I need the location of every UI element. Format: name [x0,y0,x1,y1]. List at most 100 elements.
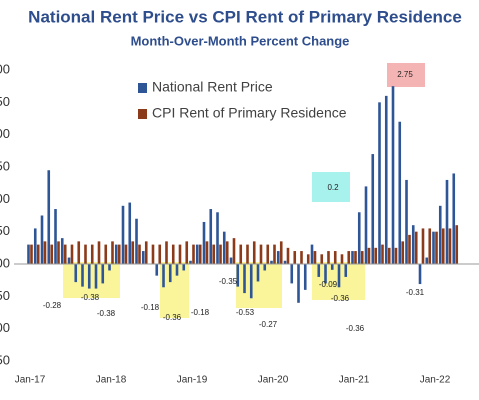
bar [236,264,240,287]
bar [141,251,145,264]
bar [117,244,121,264]
bar [178,244,182,264]
bar [411,225,415,264]
bar [286,247,290,264]
bar [144,241,148,264]
bar [398,121,402,264]
bar [303,264,307,290]
bar [246,244,249,264]
bar [128,202,132,264]
bar [243,264,246,294]
y-tick-label: 1.00 [0,191,10,206]
annotation: 0.2 [327,183,339,192]
bar [162,264,165,288]
bar [306,254,310,264]
bar [219,244,222,264]
bar [283,260,287,264]
bar [394,247,398,264]
bar [232,238,236,264]
bar [387,247,391,264]
bar [168,264,172,283]
bar [357,212,361,264]
annotation: -0.53 [236,308,255,317]
bar [202,221,206,264]
bar [216,212,219,264]
bar [360,251,364,264]
annotation: -0.18 [141,303,160,312]
y-tick-label: 1.50 [0,158,10,173]
bar [189,260,192,264]
y-tick-label: 2.00 [0,126,10,141]
bar [418,264,422,285]
bar [101,264,105,284]
bar [425,257,429,264]
bar [131,241,135,264]
bar [135,218,138,264]
bar [27,244,30,264]
bar [337,264,341,288]
y-tick-label: -1.50 [0,352,10,367]
bar [378,102,381,264]
annotation: -0.38 [81,293,100,302]
bar [428,228,432,264]
bar [175,264,179,276]
bar [441,228,445,264]
legend-swatch [138,83,147,93]
bar [87,264,91,289]
highlight-box [387,63,425,87]
bar [381,244,384,264]
bar [205,241,209,264]
y-tick-label: 0.50 [0,223,10,238]
bar [340,254,344,264]
y-tick-label: 2.50 [0,94,10,109]
bar [452,173,456,264]
x-tick-label: Jan-22 [420,375,451,386]
bar [445,179,449,264]
bar [354,251,357,264]
bar [313,251,317,264]
bar [222,231,226,264]
bar [273,244,276,264]
bar [330,264,334,270]
bar [138,244,141,264]
bar [252,241,256,264]
bar [293,251,297,264]
annotation: -0.09 [319,280,338,289]
bar [30,244,33,264]
bar [327,251,330,264]
annotation: -0.18 [191,308,210,317]
bar [185,241,189,264]
bar [421,228,425,264]
y-tick-label: -0.50 [0,288,10,303]
bar [171,244,175,264]
bar [70,244,74,264]
bar [111,241,114,264]
bar [47,170,51,264]
bar [239,244,243,264]
bar [279,241,283,264]
bar [90,244,94,264]
x-tick-label: Jan-18 [96,375,127,386]
bar [77,241,81,264]
x-tick-label: Jan-17 [15,375,46,386]
bar [50,244,54,264]
bar [408,234,411,264]
chart-subtitle: Month-Over-Month Percent Change [131,33,350,48]
bar [121,205,125,264]
bar [74,264,78,283]
legend-label: CPI Rent of Primary Residence [152,105,347,121]
bar [151,244,155,264]
annotation: -0.27 [259,320,278,329]
bar [448,228,452,264]
bar [300,251,303,264]
y-tick-label: -1.00 [0,320,10,335]
bar [438,205,442,264]
bar [225,241,229,264]
bar [297,264,300,303]
x-tick-label: Jan-21 [339,375,370,386]
bar [84,244,87,264]
bar [108,264,111,271]
bar [81,264,84,287]
bar [40,215,44,264]
bar [33,228,37,264]
